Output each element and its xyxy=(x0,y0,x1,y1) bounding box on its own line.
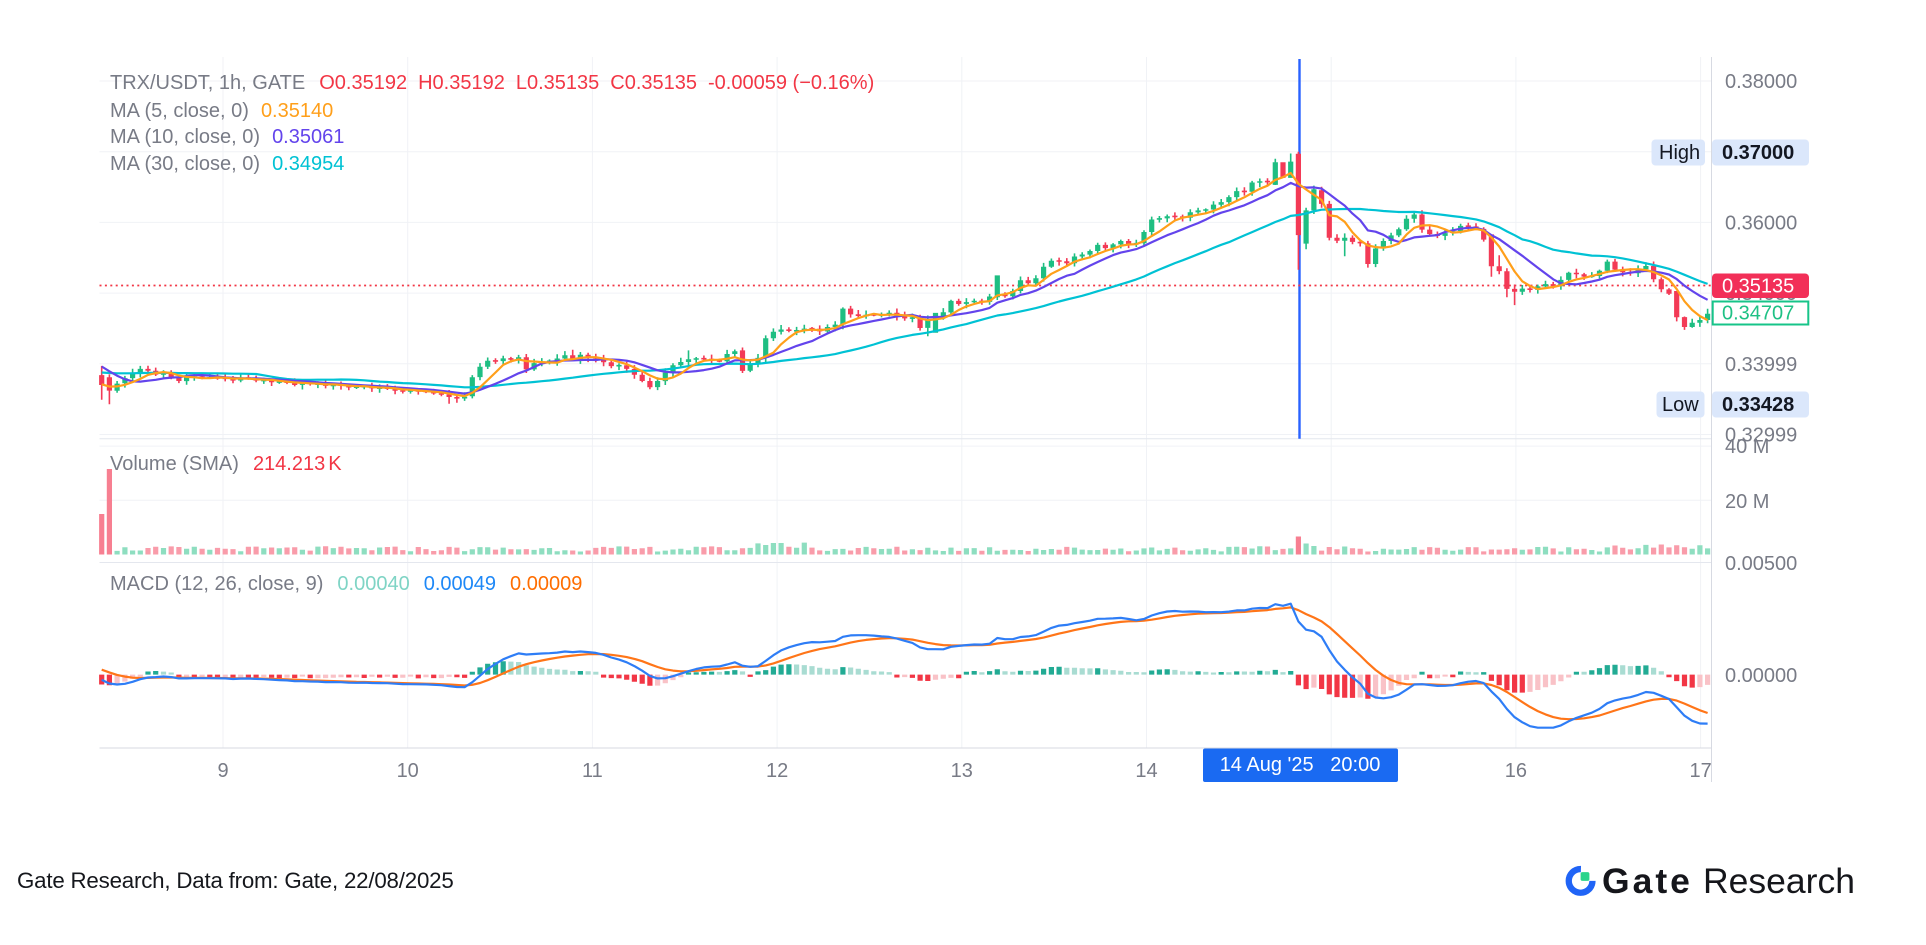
svg-text:0.37000: 0.37000 xyxy=(1722,142,1794,164)
svg-text:12: 12 xyxy=(766,760,788,782)
svg-text:MA (5, close, 0)0.35140: MA (5, close, 0) 0.35140 xyxy=(110,100,333,122)
svg-text:0.00000: 0.00000 xyxy=(1725,665,1797,687)
svg-text:0.38000: 0.38000 xyxy=(1725,71,1797,93)
svg-text:9: 9 xyxy=(217,760,228,782)
svg-text:0.36000: 0.36000 xyxy=(1725,212,1797,234)
svg-text:Research: Research xyxy=(1703,861,1855,901)
svg-text:MACD (12, 26, close, 9)0.00040: MACD (12, 26, close, 9) 0.00040 0.00049 0.0… xyxy=(110,573,582,595)
svg-text:MA (30, close, 0)0.34954: MA (30, close, 0) 0.34954 xyxy=(110,153,344,175)
svg-text:Gate: Gate xyxy=(1602,861,1693,901)
svg-text:0.33428: 0.33428 xyxy=(1722,394,1794,416)
svg-text:0.00500: 0.00500 xyxy=(1725,553,1797,575)
svg-text:0.33999: 0.33999 xyxy=(1725,354,1797,376)
svg-text:Low: Low xyxy=(1662,394,1699,416)
svg-text:Gate Research, Data from: Gate: Gate Research, Data from: Gate, 22/08/20… xyxy=(17,868,454,893)
svg-text:11: 11 xyxy=(582,760,603,782)
svg-text:0.32999: 0.32999 xyxy=(1725,425,1797,447)
svg-text:14 Aug '25 20:00: 14 Aug '25 20:00 xyxy=(1220,754,1381,776)
svg-text:16: 16 xyxy=(1505,760,1527,782)
svg-text:20 M: 20 M xyxy=(1725,491,1769,513)
svg-text:0.34707: 0.34707 xyxy=(1722,303,1794,325)
svg-text:High: High xyxy=(1659,142,1700,164)
svg-text:0.35135: 0.35135 xyxy=(1722,276,1794,298)
svg-text:14: 14 xyxy=(1135,760,1157,782)
svg-text:17: 17 xyxy=(1689,760,1711,782)
svg-text:MA (10, close, 0)0.35061: MA (10, close, 0) 0.35061 xyxy=(110,126,344,148)
svg-text:40 M: 40 M xyxy=(1725,436,1769,458)
svg-text:10: 10 xyxy=(397,760,419,782)
svg-text:13: 13 xyxy=(951,760,973,782)
